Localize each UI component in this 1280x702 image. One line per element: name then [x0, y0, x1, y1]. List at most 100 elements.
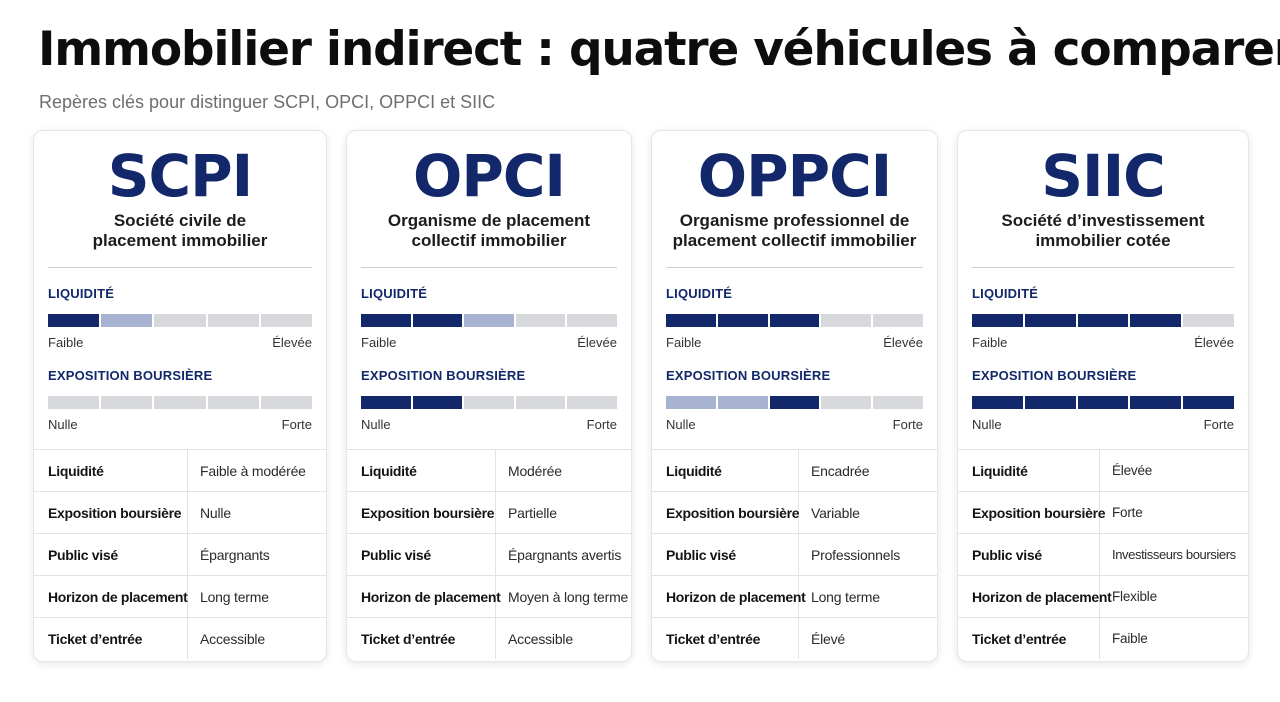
- bar-segment-filled: [1024, 396, 1076, 409]
- bar-segment-filled: [972, 314, 1023, 327]
- row-key: Liquidité: [958, 450, 1100, 491]
- row-value: Encadrée: [811, 462, 870, 479]
- row-key: Public visé: [34, 534, 188, 575]
- bar-segment-empty: [154, 314, 206, 327]
- details-table: Liquidité Encadrée Exposition boursière Va…: [652, 449, 937, 659]
- bar-segment-filled: [1077, 396, 1129, 409]
- exposure-meter-label: EXPOSITION BOURSIÈRE: [666, 368, 831, 383]
- scale-min-label: Faible: [666, 335, 702, 350]
- bar-segment-filled: [1130, 396, 1182, 409]
- details-table: Liquidité Élevée Exposition boursière Fort…: [958, 449, 1248, 659]
- bar-segment-partial: [717, 396, 768, 409]
- liquidity-meter-label: LIQUIDITÉ: [972, 286, 1039, 301]
- liquidity-meter-label: LIQUIDITÉ: [361, 286, 428, 301]
- row-key: Liquidité: [34, 450, 188, 491]
- bar-segment-filled: [972, 396, 1023, 409]
- liquidity-meter: LIQUIDITÉ Faible Élevée: [347, 286, 631, 350]
- card-fullname: Organisme professionnel de placement col…: [652, 211, 937, 251]
- bar-segment-empty: [1183, 314, 1234, 327]
- card-fullname-line: Organisme de placement: [387, 211, 591, 230]
- scale-min-label: Nulle: [666, 417, 696, 432]
- row-value: Long terme: [200, 588, 269, 605]
- divider: [361, 267, 617, 268]
- row-value: Accessible: [508, 630, 573, 647]
- bar-segment-empty: [873, 396, 923, 409]
- divider: [48, 267, 312, 268]
- bar-segment-filled: [717, 314, 768, 327]
- bar-segment-filled: [1130, 314, 1182, 327]
- row-value: Accessible: [200, 630, 265, 647]
- page-subtitle: Repères clés pour distinguer SCPI, OPCI,…: [39, 92, 496, 112]
- bar-segment-empty: [207, 314, 259, 327]
- table-row: Public visé Épargnants: [34, 534, 326, 576]
- table-row: Horizon de placement Long terme: [652, 576, 937, 618]
- scale-max-label: Forte: [1203, 417, 1234, 432]
- scale-max-label: Élevée: [272, 335, 312, 350]
- scale-min-label: Nulle: [48, 417, 78, 432]
- table-row: Public visé Épargnants avertis: [347, 534, 631, 576]
- card-opci: OPCI Organisme de placement collectif im…: [346, 130, 632, 662]
- card-acronym: OPPCI: [697, 142, 892, 210]
- table-row: Ticket d’entrée Accessible: [34, 618, 326, 659]
- row-value: Flexible: [1112, 589, 1157, 604]
- row-key: Horizon de placement: [652, 576, 806, 617]
- scale-min-label: Nulle: [361, 417, 391, 432]
- scale-max-label: Élevée: [577, 335, 617, 350]
- bar-segment-empty: [101, 396, 153, 409]
- table-row: Exposition boursière Variable: [652, 492, 937, 534]
- row-value: Nulle: [200, 504, 231, 521]
- row-key: Exposition boursière: [347, 492, 496, 533]
- card-fullname-line: Société d’investissement: [1001, 211, 1205, 230]
- liquidity-meter-label: LIQUIDITÉ: [666, 286, 733, 301]
- liquidity-meter: LIQUIDITÉ Faible Élevée: [34, 286, 326, 350]
- table-row: Liquidité Élevée: [958, 450, 1248, 492]
- bar-segment-empty: [567, 396, 617, 409]
- liquidity-meter: LIQUIDITÉ Faible Élevée: [958, 286, 1248, 350]
- row-value: Élevée: [1112, 463, 1153, 478]
- bar-segment-filled: [1024, 314, 1076, 327]
- exposure-bar: [48, 396, 313, 409]
- bar-segment-empty: [48, 396, 100, 409]
- bar-segment-empty: [464, 396, 514, 409]
- scale-min-label: Faible: [48, 335, 84, 350]
- bar-segment-empty: [515, 314, 566, 327]
- bar-segment-filled: [48, 314, 100, 327]
- bar-segment-empty: [821, 314, 872, 327]
- scale-max-label: Élevée: [883, 335, 923, 350]
- bar-segment-filled: [412, 314, 463, 327]
- table-row: Ticket d’entrée Faible: [958, 618, 1248, 659]
- exposure-meter: EXPOSITION BOURSIÈRE Nulle Forte: [347, 368, 631, 432]
- exposure-meter: EXPOSITION BOURSIÈRE Nulle Forte: [34, 368, 326, 432]
- bar-segment-partial: [101, 314, 153, 327]
- bar-segment-empty: [154, 396, 206, 409]
- row-value: Forte: [1112, 505, 1143, 520]
- bar-segment-empty: [260, 396, 313, 409]
- row-value: Long terme: [811, 588, 880, 605]
- card-siic: SIIC Société d’investissement immobilier…: [957, 130, 1249, 662]
- bar-segment-partial: [464, 314, 514, 327]
- card-acronym: SCPI: [107, 142, 253, 210]
- table-row: Public visé Investisseurs boursiers: [958, 534, 1248, 576]
- exposure-meter-label: EXPOSITION BOURSIÈRE: [972, 368, 1137, 383]
- bar-segment-empty: [515, 396, 566, 409]
- bar-segment-empty: [207, 396, 259, 409]
- row-value: Moyen à long terme: [508, 588, 629, 605]
- row-value: Faible à modérée: [200, 462, 306, 479]
- table-row: Exposition boursière Nulle: [34, 492, 326, 534]
- divider: [666, 267, 923, 268]
- liquidity-bar: [666, 314, 923, 327]
- card-fullname-line: immobilier cotée: [1035, 231, 1171, 250]
- row-key: Ticket d’entrée: [34, 618, 188, 659]
- bar-segment-filled: [769, 314, 820, 327]
- row-key: Liquidité: [347, 450, 496, 491]
- exposure-bar: [361, 396, 617, 409]
- table-row: Horizon de placement Moyen à long terme: [347, 576, 631, 618]
- card-fullname-line: Société civile de: [113, 211, 247, 230]
- bar-segment-empty: [260, 314, 313, 327]
- exposure-meter-label: EXPOSITION BOURSIÈRE: [48, 368, 213, 383]
- row-value: Modérée: [508, 462, 562, 479]
- exposure-meter-label: EXPOSITION BOURSIÈRE: [361, 368, 526, 383]
- liquidity-bar: [48, 314, 313, 327]
- bar-segment-empty: [873, 314, 923, 327]
- row-key: Public visé: [958, 534, 1100, 575]
